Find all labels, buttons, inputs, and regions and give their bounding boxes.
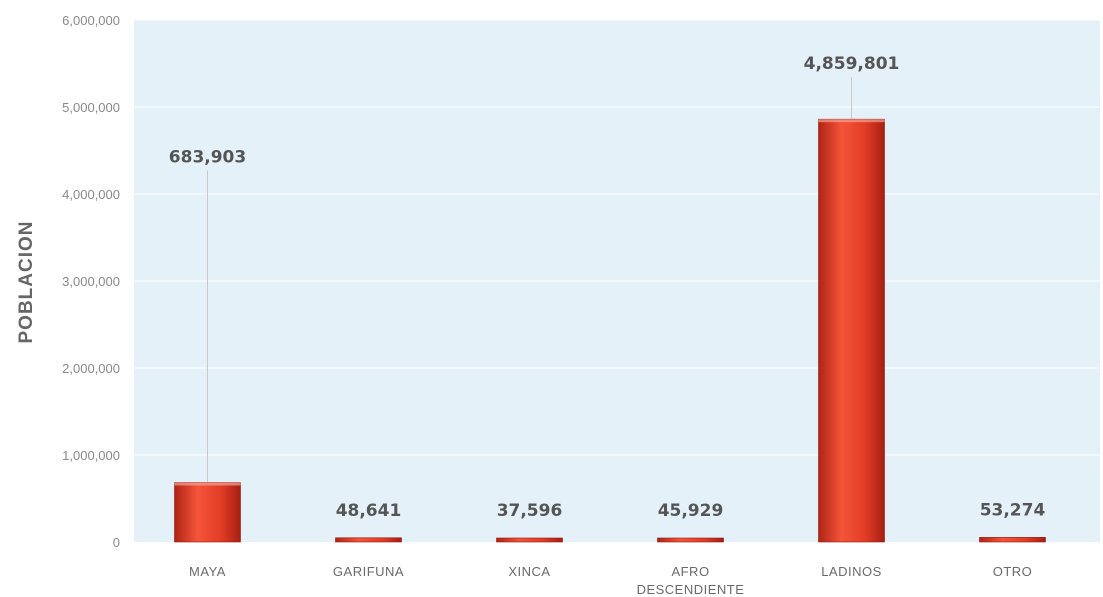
data-label: 48,641 [336,501,402,521]
bar-highlight [174,482,241,486]
bar-highlight [818,119,885,123]
y-axis-label: POBLACION [16,221,37,344]
gridlines [134,19,1100,456]
y-tick-label: 0 [113,535,120,550]
bar [818,118,885,543]
y-axis-ticks: 0 1,000,000 2,000,000 3,000,000 4,000,000 5,0… [62,13,120,550]
bars [174,118,1046,543]
x-category-label: MAYA [189,564,226,579]
x-category-label: LADINOS [821,564,882,579]
x-axis-categories: MAYA GARIFUNA XINCA AFRO DESCENDIENTE LADINOS… [189,564,1032,597]
x-category-label: AFRO [671,564,709,579]
data-label: 45,929 [658,501,724,521]
bar [657,537,724,543]
data-label: 683,903 [169,148,246,168]
x-category-label: XINCA [508,564,550,579]
data-labels: 683,903 48,641 37,596 45,929 4,859,801 53,274 [169,54,1046,521]
y-tick-label: 5,000,000 [62,100,120,115]
y-tick-label: 6,000,000 [62,13,120,28]
x-category-label: OTRO [993,564,1033,579]
x-category-label: DESCENDIENTE [637,582,745,597]
y-tick-label: 2,000,000 [62,361,120,376]
bar [335,537,402,543]
y-tick-label: 1,000,000 [62,448,120,463]
bar [174,482,241,543]
y-tick-label: 3,000,000 [62,274,120,289]
leader-lines [207,77,852,483]
data-label: 53,274 [980,500,1046,520]
y-tick-label: 4,000,000 [62,187,120,202]
bar [496,537,563,543]
bar [979,537,1046,543]
x-category-label: GARIFUNA [333,564,404,579]
data-label: 37,596 [497,501,563,521]
data-label: 4,859,801 [804,54,900,74]
